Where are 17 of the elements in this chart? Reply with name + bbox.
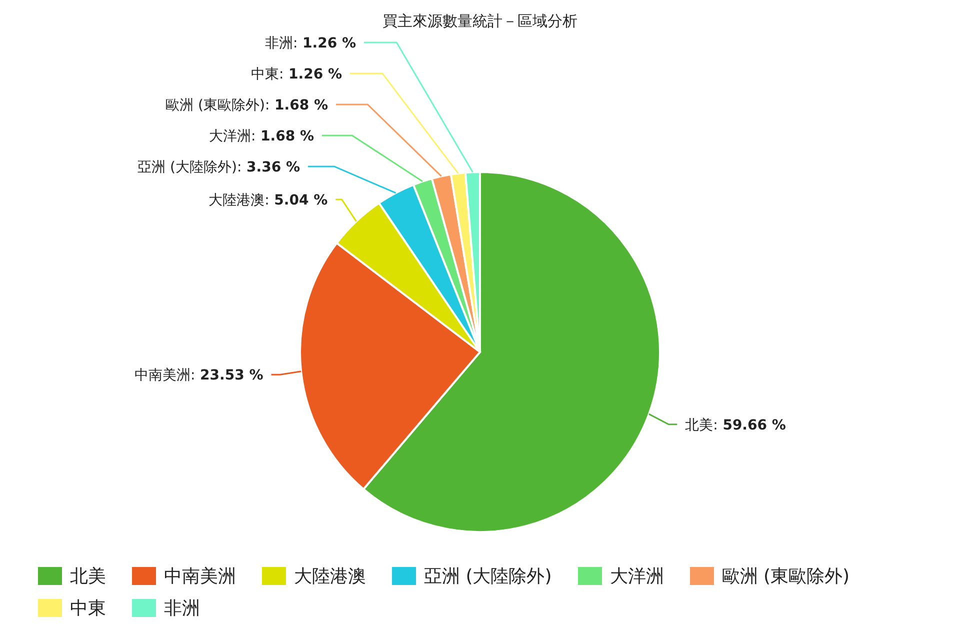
- data-label: 中東: 1.26 %: [250, 66, 342, 82]
- data-label: 大陸港澳: 5.04 %: [208, 192, 328, 209]
- legend-label: 中南美洲: [164, 565, 236, 588]
- data-label: 大洋洲: 1.68 %: [208, 128, 314, 144]
- data-label: 中南美洲: 23.53 %: [134, 368, 264, 384]
- chart-title: 買主來源數量統計－區域分析: [382, 11, 578, 32]
- legend-label: 中東: [70, 597, 106, 620]
- legend-label: 北美: [70, 565, 106, 588]
- legend-label: 亞洲 (大陸除外): [424, 565, 552, 588]
- data-label: 北美: 59.66 %: [685, 417, 786, 434]
- data-label: 亞洲 (大陸除外): 3.36 %: [138, 159, 300, 176]
- legend-label: 大洋洲: [610, 565, 664, 588]
- data-label: 非洲: 1.26 %: [264, 35, 356, 52]
- legend-label: 歐洲 (東歐除外): [722, 565, 850, 588]
- data-label: 歐洲 (東歐除外): 1.68 %: [166, 97, 328, 114]
- legend-label: 非洲: [164, 597, 200, 620]
- legend-label: 大陸港澳: [294, 565, 366, 588]
